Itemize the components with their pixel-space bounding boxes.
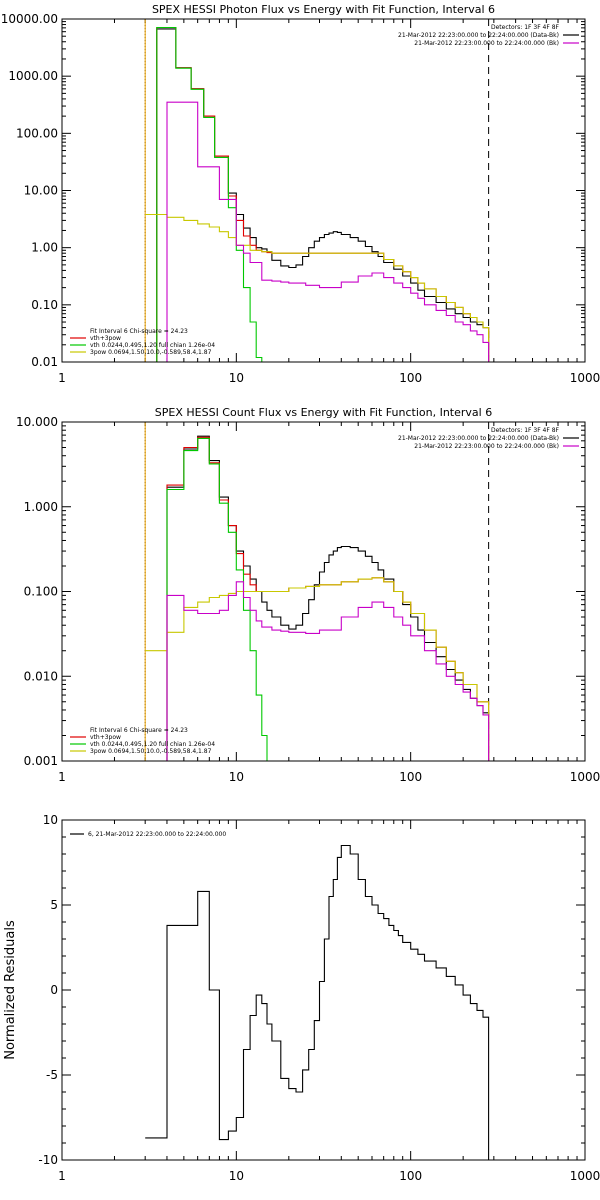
x-tick-label: 1 bbox=[58, 371, 66, 385]
legend-entry: 6, 21-Mar-2012 22:23:00.000 to 22:24:00.… bbox=[88, 831, 226, 838]
x-tick-label: 1 bbox=[58, 1169, 66, 1183]
y-tick-label: 0.01 bbox=[31, 355, 58, 369]
x-tick-label: 10 bbox=[229, 1169, 244, 1183]
fit-legend-entry: Fit Interval 6 Chi-square = 24.23 bbox=[90, 727, 188, 734]
fit-legend-entry: Fit Interval 6 Chi-square = 24.23 bbox=[90, 328, 188, 335]
series-3-line bbox=[145, 213, 490, 362]
fit-legend-entry: vth+3pow bbox=[90, 335, 121, 342]
y-tick-label: 1000.00 bbox=[8, 69, 58, 83]
legend-entry: 21-Mar-2012 22:23:00.000 to 22:24:00.000… bbox=[398, 32, 559, 39]
y-tick-label: 0.100 bbox=[24, 585, 58, 599]
y-tick-label: 0.010 bbox=[24, 669, 58, 683]
series-0-line bbox=[145, 435, 490, 761]
fit-legend-entry: vth+3pow bbox=[90, 734, 121, 741]
legend-entry: Detectors: 1F 3F 4F 8F bbox=[491, 427, 560, 434]
x-tick-label: 10 bbox=[229, 770, 244, 784]
y-tick-label: 0 bbox=[50, 983, 58, 997]
x-tick-label: 1000 bbox=[570, 1169, 600, 1183]
x-tick-label: 100 bbox=[399, 371, 422, 385]
y-tick-label: 5 bbox=[50, 898, 58, 912]
y-tick-label: 10.00 bbox=[24, 184, 58, 198]
series-2-line bbox=[145, 26, 263, 362]
chart-title: SPEX HESSI Count Flux vs Energy with Fit… bbox=[155, 406, 492, 419]
series-4-line bbox=[145, 581, 490, 761]
fit-legend-entry: vth 0.0244,0.495,1.20 full chian 1.26e-0… bbox=[90, 741, 215, 748]
legend-entry: Detectors: 1F 3F 4F 8F bbox=[491, 24, 560, 31]
fit-legend-entry: 3pow 0.0694,1.50,10.0,-0.589,58.4,1.87 bbox=[90, 349, 212, 356]
y-tick-label: 10.000 bbox=[16, 415, 58, 429]
fit-legend-entry: vth 0.0244,0.495,1.20 full chian 1.26e-0… bbox=[90, 342, 215, 349]
legend-entry: 21-Mar-2012 22:23:00.000 to 22:24:00.000… bbox=[398, 435, 559, 442]
series-4-line bbox=[145, 101, 490, 362]
series-3-line bbox=[145, 577, 490, 761]
series-2-line bbox=[145, 437, 268, 761]
y-tick-label: 0.001 bbox=[24, 754, 58, 768]
x-tick-label: 1 bbox=[58, 770, 66, 784]
series-0-line bbox=[145, 844, 490, 1160]
y-tick-label: 10000.00 bbox=[1, 12, 58, 26]
x-tick-label: 1000 bbox=[570, 770, 600, 784]
plot-frame bbox=[61, 18, 586, 363]
x-tick-label: 1000 bbox=[570, 371, 600, 385]
legend-entry: 21-Mar-2012 22:23:00.000 to 22:24:00.000… bbox=[414, 443, 559, 450]
y-tick-label: 100.00 bbox=[16, 126, 58, 140]
y-tick-label: 1.000 bbox=[24, 500, 58, 514]
y-tick-label: 0.10 bbox=[31, 298, 58, 312]
count-flux-panel: SPEX HESSI Count Flux vs Energy with Fit… bbox=[16, 406, 600, 784]
photon-flux-panel: SPEX HESSI Photon Flux vs Energy with Fi… bbox=[1, 3, 600, 385]
y-tick-label: 10 bbox=[43, 813, 58, 827]
y-tick-label: 1.00 bbox=[31, 241, 58, 255]
y-tick-label: -5 bbox=[46, 1068, 58, 1082]
series-1-line bbox=[145, 436, 490, 761]
y-axis-label: Normalized Residuals bbox=[3, 920, 18, 1060]
y-tick-label: -10 bbox=[38, 1153, 58, 1167]
series-0-line bbox=[145, 28, 490, 362]
x-tick-label: 100 bbox=[399, 1169, 422, 1183]
fit-legend-entry: 3pow 0.0694,1.50,10.0,-0.589,58.4,1.87 bbox=[90, 748, 212, 755]
plot-frame bbox=[61, 819, 586, 1161]
chart-title: SPEX HESSI Photon Flux vs Energy with Fi… bbox=[152, 3, 495, 16]
legend-entry: 21-Mar-2012 22:23:00.000 to 22:24:00.000… bbox=[414, 40, 559, 47]
residuals-panel: 1 10 100 1000 10 5 0 -5 -10 Normalized Residuals 6… bbox=[3, 813, 600, 1183]
x-tick-label: 10 bbox=[229, 371, 244, 385]
x-tick-label: 100 bbox=[399, 770, 422, 784]
series-1-line bbox=[145, 26, 490, 362]
plot-frame bbox=[61, 421, 586, 762]
